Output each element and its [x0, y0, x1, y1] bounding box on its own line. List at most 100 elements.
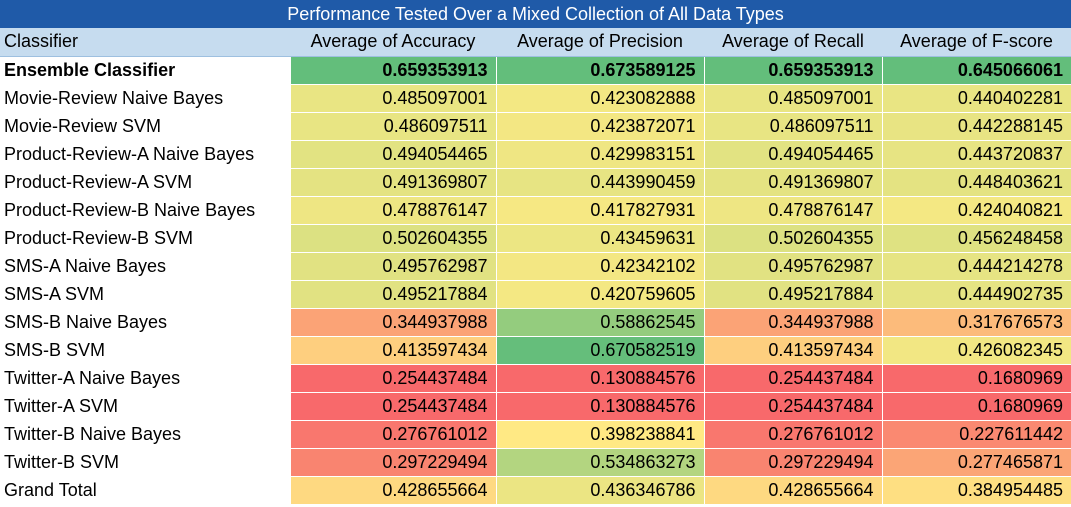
row-label[interactable]: SMS-A SVM — [0, 280, 290, 309]
cell-recall[interactable]: 0.502604355 — [703, 224, 882, 253]
cell-accuracy[interactable]: 0.491369807 — [289, 168, 496, 197]
cell-accuracy[interactable]: 0.494054465 — [289, 140, 496, 169]
cell-precision[interactable]: 0.673589125 — [495, 56, 704, 85]
cell-precision[interactable]: 0.429983151 — [495, 140, 704, 169]
cell-recall[interactable]: 0.254437484 — [703, 392, 882, 421]
performance-table: Classifier Average of Accuracy Average o… — [0, 28, 1071, 505]
cell-f-score[interactable]: 0.444214278 — [881, 252, 1071, 281]
cell-accuracy[interactable]: 0.495762987 — [289, 252, 496, 281]
cell-recall[interactable]: 0.494054465 — [703, 140, 882, 169]
cell-f-score[interactable]: 0.456248458 — [881, 224, 1071, 253]
cell-f-score[interactable]: 0.443720837 — [881, 140, 1071, 169]
cell-f-score[interactable]: 0.440402281 — [881, 84, 1071, 113]
cell-precision[interactable]: 0.423082888 — [495, 84, 704, 113]
table-row: Grand Total 0.428655664 0.436346786 0.42865… — [0, 476, 1071, 505]
cell-accuracy[interactable]: 0.502604355 — [289, 224, 496, 253]
row-label[interactable]: Twitter-A Naive Bayes — [0, 364, 290, 393]
cell-recall[interactable]: 0.495762987 — [703, 252, 882, 281]
header-classifier[interactable]: Classifier — [0, 28, 290, 57]
cell-recall[interactable]: 0.276761012 — [703, 420, 882, 449]
cell-accuracy[interactable]: 0.254437484 — [289, 364, 496, 393]
cell-f-score[interactable]: 0.444902735 — [881, 280, 1071, 309]
row-label[interactable]: Movie-Review SVM — [0, 112, 290, 141]
cell-f-score[interactable]: 0.277465871 — [881, 448, 1071, 477]
cell-accuracy[interactable]: 0.276761012 — [289, 420, 496, 449]
cell-recall[interactable]: 0.485097001 — [703, 84, 882, 113]
cell-f-score[interactable]: 0.424040821 — [881, 196, 1071, 225]
row-label[interactable]: SMS-A Naive Bayes — [0, 252, 290, 281]
table-row: Twitter-A Naive Bayes 0.254437484 0.130884… — [0, 364, 1071, 393]
cell-precision[interactable]: 0.58862545 — [495, 308, 704, 337]
header-accuracy[interactable]: Average of Accuracy — [290, 28, 496, 57]
cell-f-score[interactable]: 0.645066061 — [881, 56, 1071, 85]
cell-accuracy[interactable]: 0.428655664 — [289, 476, 496, 505]
row-label[interactable]: Product-Review-B Naive Bayes — [0, 196, 290, 225]
cell-recall[interactable]: 0.659353913 — [703, 56, 882, 85]
row-label[interactable]: SMS-B Naive Bayes — [0, 308, 290, 337]
table-row: Product-Review-B SVM 0.502604355 0.4345963… — [0, 224, 1071, 253]
row-label[interactable]: Twitter-B Naive Bayes — [0, 420, 290, 449]
cell-f-score[interactable]: 0.384954485 — [881, 476, 1071, 505]
row-label[interactable]: Twitter-A SVM — [0, 392, 290, 421]
cell-f-score[interactable]: 0.317676573 — [881, 308, 1071, 337]
cell-f-score[interactable]: 0.442288145 — [881, 112, 1071, 141]
cell-precision[interactable]: 0.43459631 — [495, 224, 704, 253]
cell-f-score[interactable]: 0.426082345 — [881, 336, 1071, 365]
table-row: Product-Review-A SVM 0.491369807 0.4439904… — [0, 168, 1071, 197]
cell-precision[interactable]: 0.420759605 — [495, 280, 704, 309]
cell-recall[interactable]: 0.495217884 — [703, 280, 882, 309]
table-title: Performance Tested Over a Mixed Collecti… — [0, 0, 1071, 28]
row-label[interactable]: Ensemble Classifier — [0, 56, 290, 85]
header-precision[interactable]: Average of Precision — [496, 28, 704, 57]
cell-precision[interactable]: 0.42342102 — [495, 252, 704, 281]
cell-accuracy[interactable]: 0.344937988 — [289, 308, 496, 337]
cell-recall[interactable]: 0.254437484 — [703, 364, 882, 393]
cell-f-score[interactable]: 0.448403621 — [881, 168, 1071, 197]
cell-precision[interactable]: 0.436346786 — [495, 476, 704, 505]
table-body: Ensemble Classifier 0.659353913 0.67358912… — [0, 56, 1071, 505]
table-row: Ensemble Classifier 0.659353913 0.67358912… — [0, 56, 1071, 85]
cell-recall[interactable]: 0.297229494 — [703, 448, 882, 477]
cell-accuracy[interactable]: 0.297229494 — [289, 448, 496, 477]
cell-precision[interactable]: 0.423872071 — [495, 112, 704, 141]
row-label[interactable]: SMS-B SVM — [0, 336, 290, 365]
cell-f-score[interactable]: 0.1680969 — [881, 364, 1071, 393]
cell-recall[interactable]: 0.491369807 — [703, 168, 882, 197]
cell-accuracy[interactable]: 0.495217884 — [289, 280, 496, 309]
row-label[interactable]: Product-Review-A SVM — [0, 168, 290, 197]
cell-recall[interactable]: 0.486097511 — [703, 112, 882, 141]
row-label[interactable]: Movie-Review Naive Bayes — [0, 84, 290, 113]
header-recall[interactable]: Average of Recall — [704, 28, 882, 57]
cell-recall[interactable]: 0.344937988 — [703, 308, 882, 337]
cell-accuracy[interactable]: 0.478876147 — [289, 196, 496, 225]
cell-precision[interactable]: 0.130884576 — [495, 392, 704, 421]
row-label[interactable]: Product-Review-B SVM — [0, 224, 290, 253]
cell-precision[interactable]: 0.443990459 — [495, 168, 704, 197]
table-row: Twitter-B Naive Bayes 0.276761012 0.398238… — [0, 420, 1071, 449]
row-label[interactable]: Product-Review-A Naive Bayes — [0, 140, 290, 169]
header-row: Classifier Average of Accuracy Average o… — [0, 28, 1071, 57]
cell-f-score[interactable]: 0.227611442 — [881, 420, 1071, 449]
cell-precision[interactable]: 0.130884576 — [495, 364, 704, 393]
cell-recall[interactable]: 0.413597434 — [703, 336, 882, 365]
cell-accuracy[interactable]: 0.413597434 — [289, 336, 496, 365]
row-label[interactable]: Grand Total — [0, 476, 290, 505]
header-f-score[interactable]: Average of F-score — [882, 28, 1071, 57]
table-row: SMS-A Naive Bayes 0.495762987 0.42342102 0.… — [0, 252, 1071, 281]
cell-precision[interactable]: 0.417827931 — [495, 196, 704, 225]
cell-recall[interactable]: 0.478876147 — [703, 196, 882, 225]
row-label[interactable]: Twitter-B SVM — [0, 448, 290, 477]
cell-precision[interactable]: 0.670582519 — [495, 336, 704, 365]
cell-accuracy[interactable]: 0.486097511 — [289, 112, 496, 141]
cell-precision[interactable]: 0.534863273 — [495, 448, 704, 477]
table-row: Twitter-A SVM 0.254437484 0.130884576 0.254… — [0, 392, 1071, 421]
cell-recall[interactable]: 0.428655664 — [703, 476, 882, 505]
cell-accuracy[interactable]: 0.659353913 — [289, 56, 496, 85]
table-row: Twitter-B SVM 0.297229494 0.534863273 0.297… — [0, 448, 1071, 477]
table-row: Movie-Review Naive Bayes 0.485097001 0.423… — [0, 84, 1071, 113]
cell-accuracy[interactable]: 0.254437484 — [289, 392, 496, 421]
cell-f-score[interactable]: 0.1680969 — [881, 392, 1071, 421]
cell-precision[interactable]: 0.398238841 — [495, 420, 704, 449]
table-row: SMS-A SVM 0.495217884 0.420759605 0.4952178… — [0, 280, 1071, 309]
cell-accuracy[interactable]: 0.485097001 — [289, 84, 496, 113]
